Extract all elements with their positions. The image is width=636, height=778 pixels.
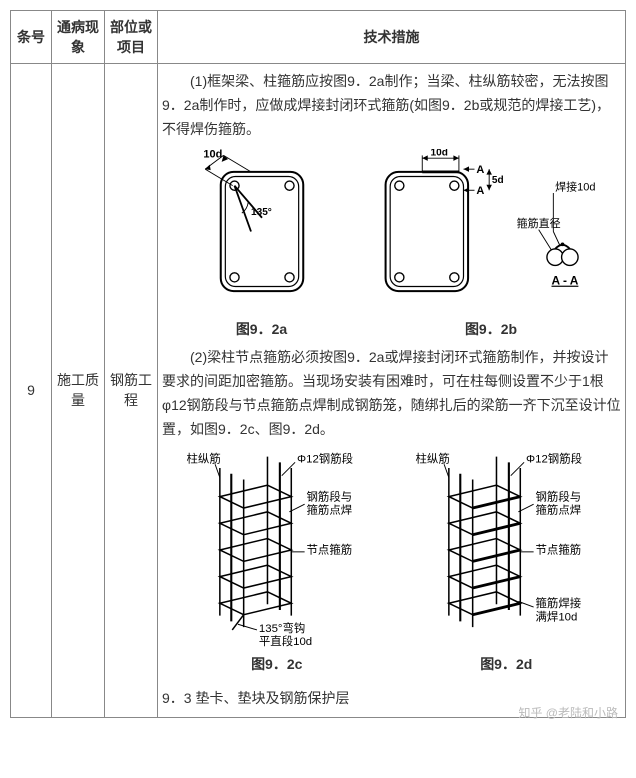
fig-c-phi12: Φ12钢筋段 bbox=[297, 452, 353, 466]
fig-c-caption: 图9．2c bbox=[162, 653, 392, 677]
figure-9-2b: 10d A A 5d bbox=[361, 149, 621, 342]
fig-b-A1: A bbox=[476, 164, 484, 176]
fig-9-2c-svg: 柱纵筋 Φ12钢筋段 钢筋段与 箍筋点焊 节点箍筋 135°弯钩 平直段10d bbox=[172, 449, 382, 649]
header-a: 通病现象 bbox=[52, 11, 105, 64]
figure-row-cd: 柱纵筋 Φ12钢筋段 钢筋段与 箍筋点焊 节点箍筋 135°弯钩 平直段10d … bbox=[162, 449, 621, 677]
fig-9-2d-svg: 柱纵筋 Φ12钢筋段 钢筋段与 箍筋点焊 节点箍筋 箍筋焊接 满焊10d bbox=[401, 449, 611, 649]
fig-c-weld-1: 钢筋段与 bbox=[306, 490, 352, 504]
fig-d-caption: 图9．2d bbox=[392, 653, 622, 677]
fig-9-2a-svg: 10d 135° bbox=[192, 149, 332, 314]
fig-d-full-2: 满焊10d bbox=[536, 610, 578, 624]
paragraph-2: (2)梁柱节点箍筋必须按图9．2a或焊接封闭环式箍筋制作，并按设计要求的间距加密… bbox=[162, 346, 621, 441]
paragraph-1: (1)框架梁、柱箍筋应按图9．2a制作；当梁、柱纵筋较密，无法按图9．2a制作时… bbox=[162, 70, 621, 141]
figure-9-2a: 10d 135° 图9．2a bbox=[162, 149, 361, 342]
row-a: 施工质量 bbox=[52, 64, 105, 718]
header-c: 技术措施 bbox=[158, 11, 626, 64]
fig-a-caption: 图9．2a bbox=[162, 318, 361, 342]
fig-d-weld-1: 钢筋段与 bbox=[536, 490, 582, 504]
fig-c-weld-2: 箍筋点焊 bbox=[306, 503, 352, 517]
fig-9-2b-svg: 10d A A 5d bbox=[361, 149, 621, 314]
fig-a-10d: 10d bbox=[203, 149, 222, 160]
fig-d-weld-2: 箍筋点焊 bbox=[536, 503, 582, 517]
fig-d-phi12: Φ12钢筋段 bbox=[526, 452, 582, 466]
fig-b-caption: 图9．2b bbox=[361, 318, 621, 342]
header-b: 部位或项目 bbox=[105, 11, 158, 64]
fig-c-hook-2: 平直段10d bbox=[259, 635, 312, 649]
fig-b-AA: A - A bbox=[552, 274, 579, 288]
fig-c-hook-1: 135°弯钩 bbox=[259, 621, 305, 635]
spec-table: 条号 通病现象 部位或项目 技术措施 9 施工质量 钢筋工程 (1)框架梁、柱箍… bbox=[10, 10, 626, 718]
fig-d-col: 柱纵筋 bbox=[416, 452, 450, 466]
fig-b-diam: 箍筋直径 bbox=[517, 216, 561, 230]
content-cell: (1)框架梁、柱箍筋应按图9．2a制作；当梁、柱纵筋较密，无法按图9．2a制作时… bbox=[158, 64, 626, 718]
fig-d-full-1: 箍筋焊接 bbox=[536, 596, 582, 610]
row-b: 钢筋工程 bbox=[105, 64, 158, 718]
fig-c-node: 节点箍筋 bbox=[306, 543, 352, 557]
row-idx: 9 bbox=[11, 64, 52, 718]
fig-c-col: 柱纵筋 bbox=[186, 452, 220, 466]
fig-b-5d: 5d bbox=[492, 175, 504, 186]
figure-9-2d: 柱纵筋 Φ12钢筋段 钢筋段与 箍筋点焊 节点箍筋 箍筋焊接 满焊10d 图9．… bbox=[392, 449, 622, 677]
fig-b-A2: A bbox=[476, 185, 484, 197]
fig-b-10d: 10d bbox=[431, 149, 448, 158]
fig-b-weld: 焊接10d bbox=[555, 180, 595, 194]
figure-row-ab: 10d 135° 图9．2a bbox=[162, 149, 621, 342]
figure-9-2c: 柱纵筋 Φ12钢筋段 钢筋段与 箍筋点焊 节点箍筋 135°弯钩 平直段10d … bbox=[162, 449, 392, 677]
header-idx: 条号 bbox=[11, 11, 52, 64]
fig-d-node: 节点箍筋 bbox=[536, 543, 582, 557]
fig-a-135: 135° bbox=[251, 207, 272, 218]
watermark: 知乎 @老陆和小路 bbox=[10, 704, 626, 721]
